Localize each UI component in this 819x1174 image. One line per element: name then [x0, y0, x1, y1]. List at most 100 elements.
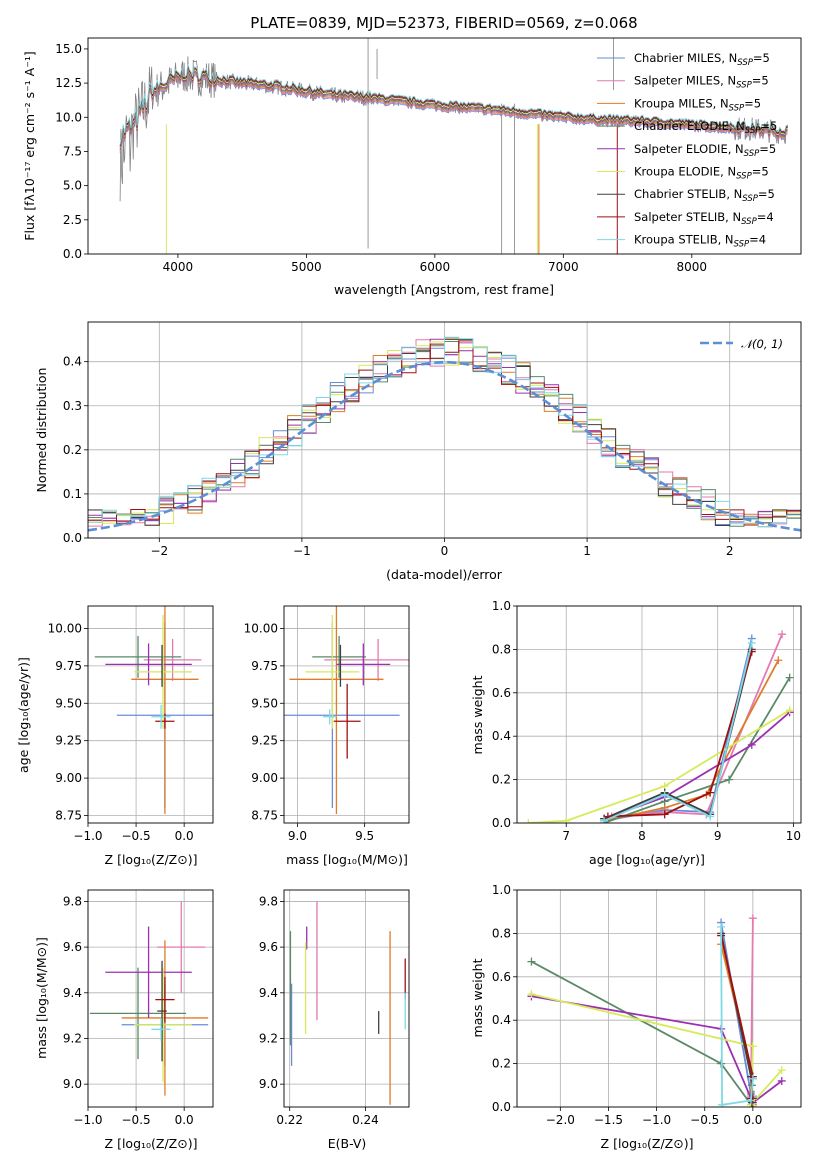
legend-count: =4 [757, 210, 774, 224]
errorbar-point [151, 704, 171, 729]
model-fit-line [119, 67, 788, 148]
legend-series-name: Salpeter ELODIE, N [634, 142, 744, 156]
weight-vs-metallicity-panel: Z [log₁₀(Z/Z⊙)] mass weight −2.0 −1.5 −1.0… [470, 883, 802, 1151]
spectrum-panel: PLATE=0839, MJD=52373, FIBERID=0569, z=0… [22, 14, 802, 297]
errorbar-point [105, 643, 192, 686]
errorbar-point [131, 606, 199, 815]
legend-entry: Kroupa MILES, NSSP=5 [634, 96, 761, 113]
legend-count: =4 [749, 233, 766, 247]
y-tick-label: 12.5 [55, 76, 82, 90]
x-tick-label: 9.5 [355, 829, 374, 843]
y-tick-label: 0.6 [492, 970, 511, 984]
y-tick-label: 0.0 [492, 816, 511, 830]
x-tick-label: 10 [786, 829, 801, 843]
weight-point-marker [660, 790, 669, 799]
legend-series-name: Chabrier STELIB, N [634, 187, 742, 201]
errorbar-point [143, 638, 202, 681]
legend-series-name: Chabrier MILES, N [634, 51, 737, 65]
y-tick-label: 0.1 [63, 487, 82, 501]
legend-subscript: SSP [745, 126, 761, 136]
massZ-xlabel: Z [log₁₀(Z/Z⊙)] [105, 1136, 198, 1151]
plot-area [88, 606, 213, 823]
y-tick-label: 0.8 [492, 926, 511, 940]
age-vs-mass-panel: mass [log₁₀(M/M⊙)] 9.0 9.5 8.75 9.00 9.25 9.5… [244, 605, 410, 867]
legend-entry: Chabrier STELIB, NSSP=5 [634, 187, 775, 204]
x-tick-label: 0.22 [276, 1113, 303, 1127]
legend-entry: 𝒩(0, 1) [741, 337, 783, 351]
plot-area [284, 606, 409, 823]
weight-point-marker [717, 922, 726, 931]
legend-entry: Kroupa STELIB, NSSP=4 [634, 233, 766, 250]
legend-entry: Salpeter STELIB, NSSP=4 [634, 210, 774, 227]
x-tick-label: 0.0 [175, 1113, 194, 1127]
y-tick-label: 0.0 [63, 531, 82, 545]
errorbar-point [155, 976, 175, 1023]
weight-point-marker [778, 630, 787, 639]
errorbar-point [289, 606, 384, 815]
y-tick-label: 9.0 [63, 1077, 82, 1091]
weight-series-line [607, 651, 753, 818]
mass-vs-metallicity-panel: Z [log₁₀(Z/Z⊙)] mass [log₁₀(M/M⊙)] −1.0 −… [34, 889, 214, 1151]
y-tick-label: 0.4 [63, 355, 82, 369]
y-tick-label: 0.3 [63, 399, 82, 413]
x-tick-label: 1 [583, 544, 591, 558]
age-vs-metallicity-panel: Z [log₁₀(Z/Z⊙)] age [log₁₀(age/yr)] −1.0… [16, 605, 214, 867]
model-fit-line [119, 69, 788, 151]
y-tick-label: 9.8 [259, 894, 278, 908]
weight-point-marker [660, 810, 669, 819]
errorbar-point [94, 635, 182, 678]
y-tick-label: 9.2 [63, 1031, 82, 1045]
ageZ-xlabel: Z [log₁₀(Z/Z⊙)] [105, 852, 198, 867]
legend-entry: Salpeter ELODIE, NSSP=5 [634, 142, 776, 159]
histogram-traces [88, 336, 801, 532]
errorbar-point [134, 967, 192, 1082]
errorbar-point [324, 638, 409, 681]
y-tick-label: 10.00 [244, 621, 278, 635]
weight-point-marker [527, 990, 536, 999]
y-tick-label: 9.50 [251, 696, 278, 710]
weight-lines [527, 914, 786, 1107]
weight-point-marker [562, 816, 571, 823]
legend-series-name: Kroupa ELODIE, N [634, 165, 736, 179]
axes-frame [283, 889, 410, 1108]
errorbar-point [105, 926, 192, 1018]
legend-count: =5 [752, 165, 769, 179]
errorbar-point [151, 1017, 171, 1041]
y-tick-label: 1.0 [492, 883, 511, 897]
x-tick-label: 7 [562, 829, 570, 843]
y-tick-label: 10.0 [55, 110, 82, 124]
errorbar-point [322, 709, 337, 725]
legend-entry: Chabrier ELODIE, NSSP=5 [634, 119, 777, 136]
x-tick-label: −2.0 [546, 1113, 575, 1127]
model-fit-line [119, 68, 788, 149]
weight-point-marker [706, 812, 715, 821]
axes-frame [87, 605, 214, 824]
weight-series-line [531, 995, 783, 1105]
y-tick-label: 9.75 [251, 659, 278, 673]
model-fit-line [119, 64, 788, 145]
axes-frame [283, 605, 410, 824]
y-tick-label: 0.6 [492, 686, 511, 700]
y-tick-label: 7.5 [63, 144, 82, 158]
y-tick-label: 0.0 [63, 247, 82, 261]
y-tick-label: 0.2 [492, 773, 511, 787]
y-tick-label: 9.2 [259, 1031, 278, 1045]
x-tick-label: 0 [441, 544, 449, 558]
weight-point-marker [785, 706, 794, 715]
x-tick-label: 5000 [291, 260, 322, 274]
legend-subscript: SSP [737, 58, 753, 68]
weight-point-marker [777, 1076, 786, 1085]
model-fit-line [119, 70, 788, 152]
weight-series-line [603, 659, 780, 822]
x-tick-label: 7000 [548, 260, 579, 274]
axes-frame [516, 889, 802, 1108]
legend-count: =5 [758, 187, 775, 201]
model-fit-line [119, 71, 788, 153]
residuals-ylabel: Normed distribution [34, 368, 49, 493]
errorbar-point [336, 643, 391, 686]
x-tick-label: 8 [638, 829, 646, 843]
errorbar-point [134, 614, 192, 729]
gaussian-reference-curve [88, 360, 801, 532]
legend-subscript: SSP [742, 194, 758, 204]
legend-subscript: SSP [736, 172, 752, 182]
